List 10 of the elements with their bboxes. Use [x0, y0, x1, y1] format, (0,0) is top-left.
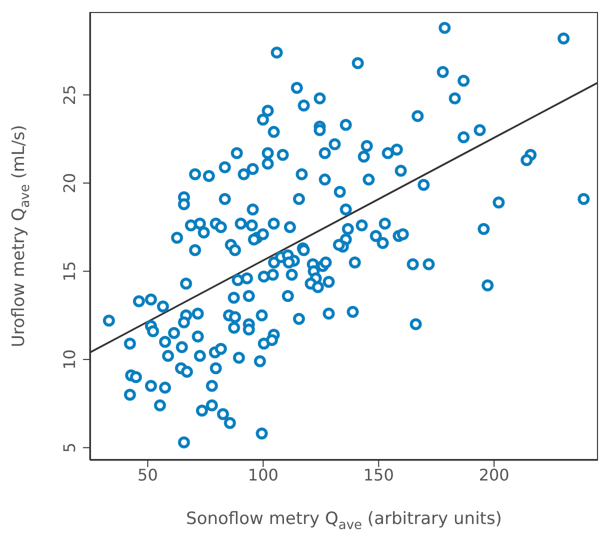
x-tick-label: 100 [248, 465, 278, 484]
y-tick-label: 15 [60, 261, 79, 282]
x-tick-label: 200 [478, 465, 510, 484]
x-tick-label: 50 [138, 465, 158, 484]
y-tick-label: 20 [60, 172, 79, 194]
x-axis-title: Sonoflow metry Q$_{ave}$ (arbitrary units) [186, 509, 502, 533]
y-tick-label: 5 [60, 442, 79, 453]
y-tick-label: 10 [60, 349, 79, 370]
x-tick-label: 150 [363, 465, 394, 484]
y-tick-label: 25 [60, 84, 79, 106]
